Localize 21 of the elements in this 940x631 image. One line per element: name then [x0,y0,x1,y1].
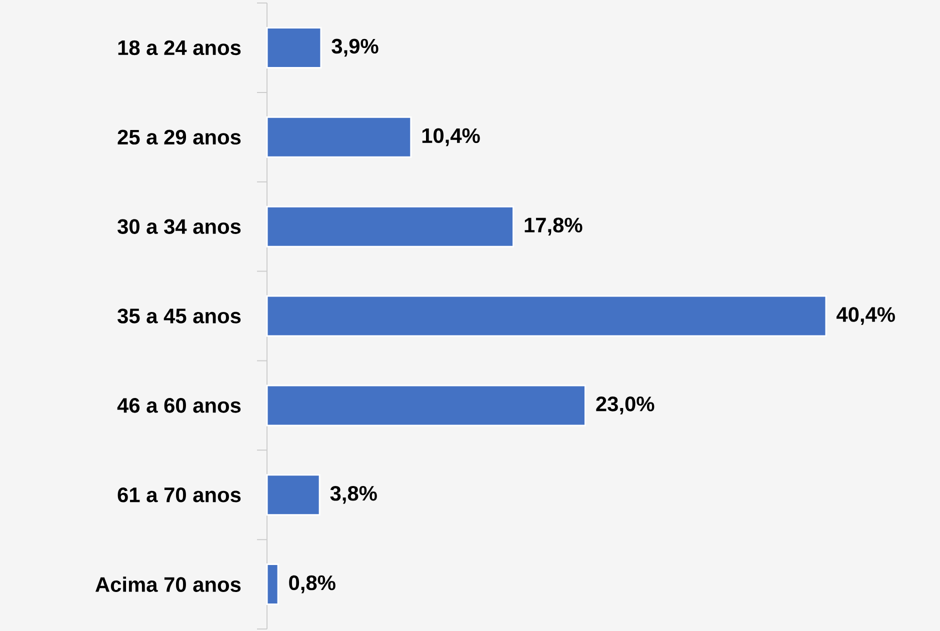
y-tick-label: 18 a 24 anos [118,40,241,56]
data-label: 0,8% [289,575,336,594]
bar [266,564,279,606]
data-label: 40,4% [836,307,895,325]
y-tick-label: Acima 70 anos [95,576,241,592]
bar [266,295,827,337]
data-label: 17,8% [524,218,582,236]
bar [266,474,320,516]
bar [266,26,322,68]
y-tick-label: 46 a 60 anos [117,398,241,413]
y-tick-label: 25 a 29 anos [118,130,241,145]
y-tick-label: 35 a 45 anos [118,308,241,324]
data-label: 23,0% [596,396,654,414]
bar [266,384,586,426]
data-label: 10,4% [422,128,480,146]
bar [266,206,514,248]
y-tick-label: 61 a 70 anos [118,487,241,502]
data-label: 3,8% [330,486,377,504]
data-label: 3,9% [332,38,378,57]
y-tick-label: 30 a 34 anos [118,219,241,234]
bar [266,116,412,158]
